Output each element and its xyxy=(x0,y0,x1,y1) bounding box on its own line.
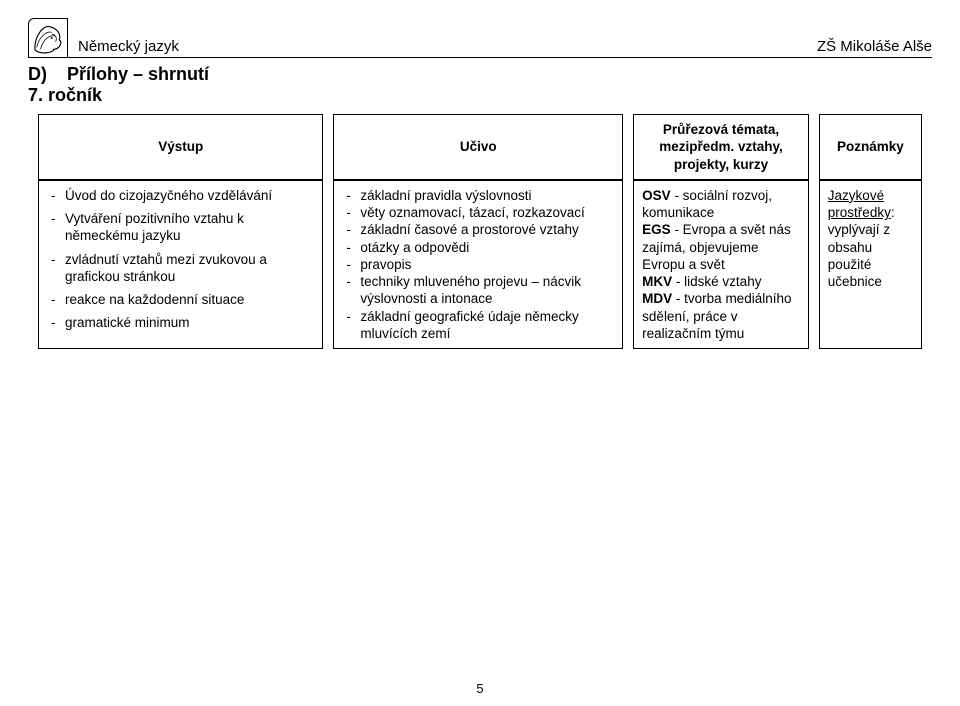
list-item: Úvod do cizojazyčného vzdělávání xyxy=(47,187,314,204)
col-header-temata: Průřezová témata, mezipředm. vztahy, pro… xyxy=(633,114,809,180)
mdv-bold: MDV xyxy=(642,291,672,306)
list-item: základní pravidla výslovnosti xyxy=(342,187,614,204)
section-heading: D) Přílohy – shrnutí xyxy=(28,64,932,85)
list-item: pravopis xyxy=(342,256,614,273)
osv-bold: OSV xyxy=(642,188,671,203)
cell-ucivo: základní pravidla výslovnosti věty oznam… xyxy=(333,180,623,349)
col-header-poznamky: Poznámky xyxy=(819,114,922,180)
portrait-icon xyxy=(31,21,65,55)
table-row: Úvod do cizojazyčného vzdělávání Vytváře… xyxy=(38,180,922,349)
col-header-vystup: Výstup xyxy=(38,114,323,180)
page-header: Německý jazyk ZŠ Mikoláše Alše xyxy=(28,18,932,58)
poznamky-rest: vyplývají z obsahu použité učebnice xyxy=(828,222,890,289)
list-item: zvládnutí vztahů mezi zvukovou a grafick… xyxy=(47,251,314,286)
subject-label: Německý jazyk xyxy=(78,38,817,55)
list-item: techniky mluveného projevu – nácvik výsl… xyxy=(342,273,614,308)
cell-poznamky: Jazykové prostředky: vyplývají z obsahu … xyxy=(819,180,922,349)
list-item: věty oznamovací, tázací, rozkazovací xyxy=(342,204,614,221)
school-label: ZŠ Mikoláše Alše xyxy=(817,38,932,55)
section-subtitle: 7. ročník xyxy=(28,85,932,106)
list-item: gramatické minimum xyxy=(47,314,314,331)
poznamky-line2-suffix: : xyxy=(891,205,895,220)
list-item: otázky a odpovědi xyxy=(342,239,614,256)
list-item: Vytváření pozitivního vztahu k německému… xyxy=(47,210,314,245)
list-item: základní geografické údaje německy mluví… xyxy=(342,308,614,343)
section-letter: D) xyxy=(28,64,47,84)
curriculum-table: Výstup Učivo Průřezová témata, mezipředm… xyxy=(28,114,932,349)
poznamky-line2: prostředky xyxy=(828,205,891,220)
col-header-ucivo: Učivo xyxy=(333,114,623,180)
section-title-text: Přílohy – shrnutí xyxy=(67,64,209,84)
mkv-bold: MKV xyxy=(642,274,672,289)
logo xyxy=(28,18,68,58)
page-number: 5 xyxy=(0,681,960,696)
cell-temata: OSV - sociální rozvoj, komunikace EGS - … xyxy=(633,180,809,349)
list-item: základní časové a prostorové vztahy xyxy=(342,221,614,238)
egs-bold: EGS xyxy=(642,222,671,237)
mkv-text: - lidské vztahy xyxy=(672,274,761,289)
list-item: reakce na každodenní situace xyxy=(47,291,314,308)
cell-vystup: Úvod do cizojazyčného vzdělávání Vytváře… xyxy=(38,180,323,349)
poznamky-line1: Jazykové xyxy=(828,188,884,203)
